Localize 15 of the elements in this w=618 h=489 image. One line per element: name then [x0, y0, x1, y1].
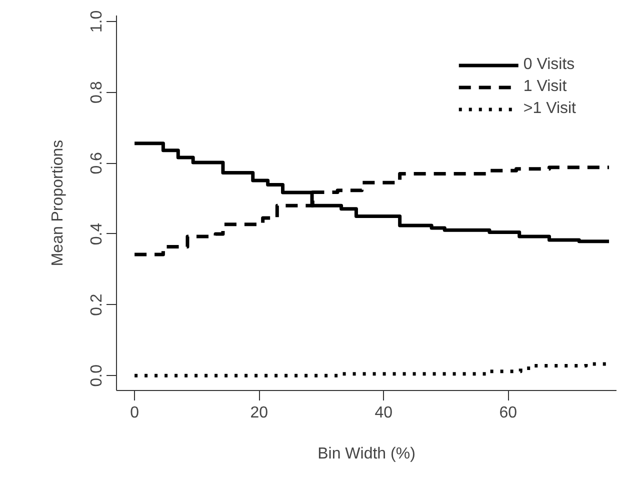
x-tick-label: 60	[499, 404, 518, 422]
x-tick-label: 0	[130, 404, 140, 422]
legend-label: >1 Visit	[523, 100, 576, 118]
y-tick-label: 0.8	[88, 81, 106, 104]
legend-label: 1 Visit	[523, 78, 567, 96]
x-tick-label: 20	[250, 404, 268, 422]
y-axis-title: Mean Proportions	[50, 140, 66, 266]
y-tick-label: 1.0	[88, 10, 106, 33]
y-tick-label: 0.4	[88, 222, 106, 246]
y-tick-label: 0.2	[88, 294, 106, 316]
x-axis-title: Bin Width (%)	[318, 446, 416, 462]
legend-label: 0 Visits	[523, 56, 575, 74]
y-tick-label: 0.0	[88, 364, 106, 387]
x-tick-label: 40	[374, 404, 393, 422]
y-tick-label: 0.6	[88, 152, 106, 174]
